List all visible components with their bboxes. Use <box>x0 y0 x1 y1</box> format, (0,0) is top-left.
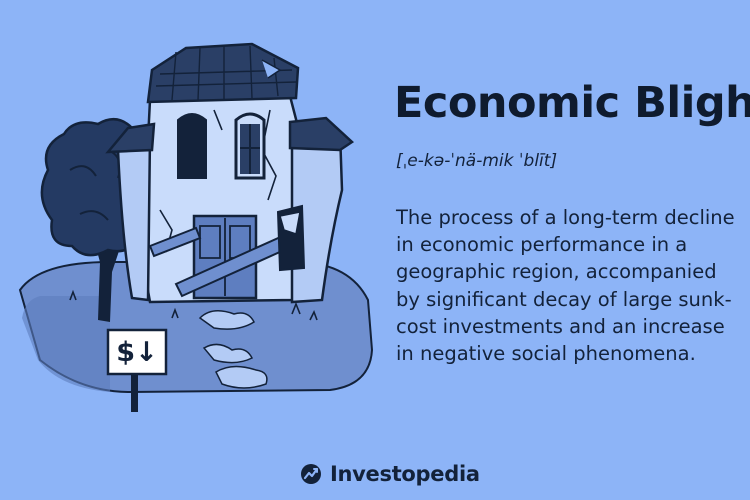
brand-name: Investopedia <box>330 462 480 486</box>
puddles <box>198 310 268 389</box>
house <box>105 42 355 304</box>
abandoned-house-illustration <box>18 42 374 412</box>
term-definition: The process of a long-term decline in ec… <box>396 206 735 366</box>
grass <box>69 289 318 353</box>
sign-text: $↓ <box>116 336 158 368</box>
term-title: Economic Blight <box>394 78 750 128</box>
term-pronunciation: [ˌe-kə-ˈnä-mik ˈblīt] <box>396 151 558 171</box>
brand-footer: Investopedia <box>300 462 480 486</box>
for-sale-sign <box>106 328 168 412</box>
investopedia-logo-icon <box>301 464 321 484</box>
